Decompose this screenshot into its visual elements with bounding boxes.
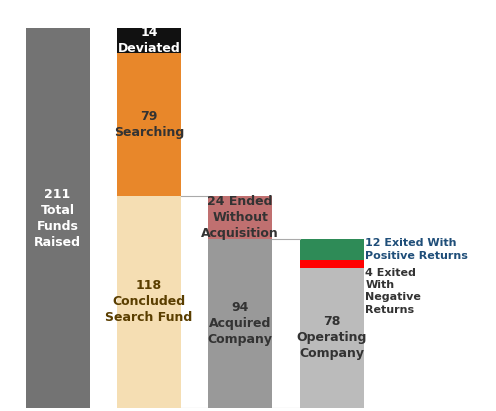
- Text: 78
Operating
Company: 78 Operating Company: [297, 316, 367, 360]
- Bar: [300, 261, 364, 268]
- Bar: [26, 28, 90, 408]
- Bar: [300, 239, 364, 261]
- Bar: [117, 28, 181, 53]
- Text: 24 Ended
Without
Acquisition: 24 Ended Without Acquisition: [201, 195, 279, 240]
- Text: 12 Exited With
Positive Returns: 12 Exited With Positive Returns: [366, 238, 468, 261]
- Text: 4 Exited
With
Negative
Returns: 4 Exited With Negative Returns: [366, 268, 421, 315]
- Text: 79
Searching: 79 Searching: [114, 110, 184, 139]
- Text: 94
Acquired
Company: 94 Acquired Company: [208, 301, 273, 346]
- Bar: [117, 53, 181, 196]
- Text: 118
Concluded
Search Fund: 118 Concluded Search Fund: [105, 279, 192, 324]
- Text: 14
Deviated: 14 Deviated: [118, 26, 180, 55]
- Bar: [208, 196, 272, 239]
- Bar: [208, 239, 272, 408]
- Bar: [117, 196, 181, 408]
- Bar: [300, 268, 364, 408]
- Text: 211
Total
Funds
Raised: 211 Total Funds Raised: [34, 187, 81, 249]
